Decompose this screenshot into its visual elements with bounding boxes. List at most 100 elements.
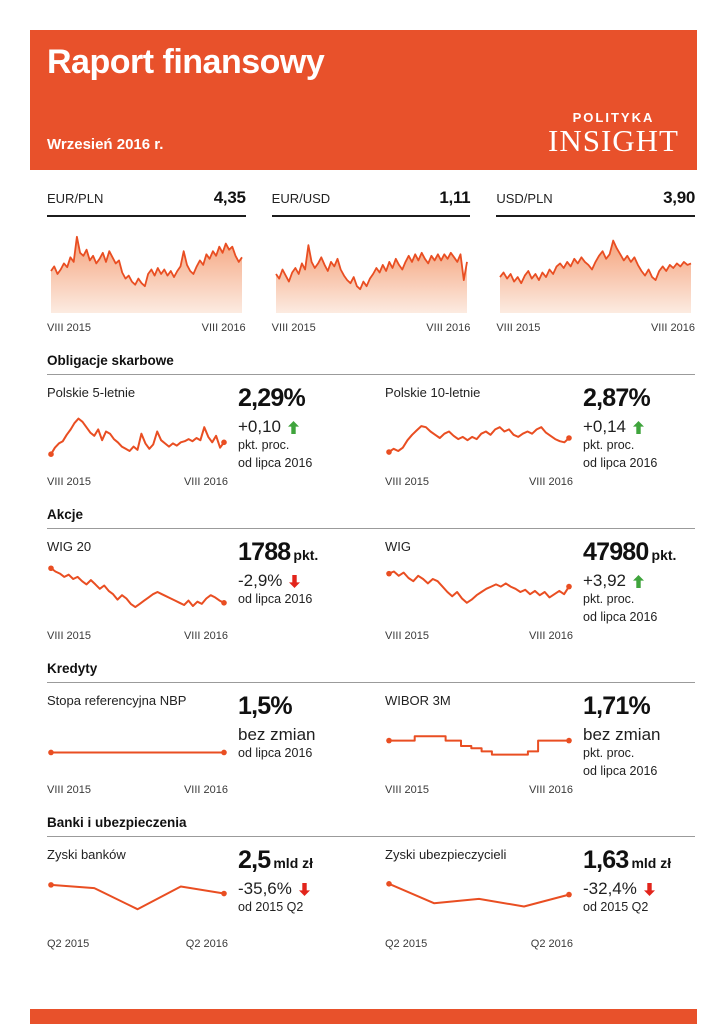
indicator-label: Stopa referencyjna NBP — [47, 693, 187, 708]
chart-date-range: VIII 2015 VIII 2016 — [385, 784, 573, 796]
date-end: VIII 2016 — [650, 322, 696, 334]
indicator-stats: 2,29% +0,10 pkt. proc. od lipca 2016 — [238, 375, 350, 488]
indicator-chart-area: Zyski ubezpieczycieli Q2 2015 Q2 2016 — [385, 837, 573, 950]
indicator-stats: 1,5% bez zmian od lipca 2016 — [238, 683, 350, 796]
indicator-value: 1,63 mld zł — [583, 846, 672, 874]
fx-row: EUR/PLN 4,35 VIII 2015 VIII 2016 EUR/USD… — [47, 188, 695, 334]
chart-date-range: VIII 2015 VIII 2016 — [47, 784, 228, 796]
line-chart — [47, 561, 228, 623]
indicator-row: WIG 20 VIII 2015 VIII 2016 1788 pkt. -2,9… — [47, 529, 695, 642]
indicator-value: 1,71% — [583, 692, 651, 720]
indicator-value: 2,87% — [583, 384, 651, 412]
indicator-polskie-5-letnie: Polskie 5-letnie VIII 2015 VIII 2016 2,2… — [47, 375, 350, 488]
date-start: VIII 2015 — [496, 322, 541, 334]
indicator-polskie-10-letnie: Polskie 10-letnie VIII 2015 VIII 2016 2,… — [385, 375, 695, 488]
indicator-wig: WIG VIII 2015 VIII 2016 47980 pkt. +3,92 … — [385, 529, 695, 642]
fx-value: 3,90 — [663, 188, 696, 207]
date-end: Q2 2016 — [185, 938, 228, 950]
indicator-value: 47980 pkt. — [583, 538, 677, 566]
indicator-value: 2,5 mld zł — [238, 846, 314, 874]
indicator-chart-area: Polskie 5-letnie VIII 2015 VIII 2016 — [47, 375, 228, 488]
value-unit: pkt. — [293, 547, 319, 563]
indicator-note: od lipca 2016 — [583, 609, 658, 624]
report-header: Raport finansowy Wrzesień 2016 r. POLITY… — [30, 30, 697, 170]
report-content: EUR/PLN 4,35 VIII 2015 VIII 2016 EUR/USD… — [47, 188, 695, 950]
indicator-zyski-ubezpieczycieli: Zyski ubezpieczycieli Q2 2015 Q2 2016 1,… — [385, 837, 695, 950]
date-start: VIII 2015 — [385, 784, 430, 796]
indicator-wibor-3m: WIBOR 3M VIII 2015 VIII 2016 1,71% bez z… — [385, 683, 695, 796]
logo-insight: INSIGHT — [548, 123, 679, 159]
value-unit: mld zł — [631, 855, 672, 871]
section-banki-i-ubezpieczenia: Banki i ubezpieczenia Zyski banków Q2 20… — [47, 815, 695, 950]
indicator-stats: 47980 pkt. +3,92 pkt. proc. od lipca 2016 — [583, 529, 695, 642]
indicator-stats: 1,63 mld zł -32,4% od 2015 Q2 — [583, 837, 695, 950]
trend-arrow-icon — [643, 882, 655, 896]
indicator-value: 1788 pkt. — [238, 538, 319, 566]
logo-polityka: POLITYKA — [572, 110, 655, 126]
indicator-chart-area: Polskie 10-letnie VIII 2015 VIII 2016 — [385, 375, 573, 488]
line-chart — [47, 407, 228, 469]
trend-arrow-icon — [633, 420, 645, 434]
indicator-label: WIG — [385, 539, 411, 554]
date-start: VIII 2015 — [385, 630, 430, 642]
indicator-note: od 2015 Q2 — [583, 900, 649, 914]
indicator-note: od lipca 2016 — [583, 763, 658, 778]
indicator-chart-area: WIG VIII 2015 VIII 2016 — [385, 529, 573, 642]
fx-head: EUR/USD 1,11 — [271, 188, 471, 217]
indicator-note: pkt. proc. — [583, 592, 635, 606]
indicator-delta: bez zmian — [238, 725, 316, 744]
fx-area-chart — [272, 229, 471, 313]
indicator-row: Stopa referencyjna NBP VIII 2015 VIII 20… — [47, 683, 695, 796]
section-kredyty: Kredyty Stopa referencyjna NBP VIII 2015… — [47, 661, 695, 796]
date-end: VIII 2016 — [183, 784, 228, 796]
date-end: VIII 2016 — [528, 476, 573, 488]
fx-value: 4,35 — [213, 188, 246, 207]
section-title: Kredyty — [47, 661, 695, 683]
fx-head: USD/PLN 3,90 — [496, 188, 695, 217]
trend-arrow-icon — [298, 882, 310, 896]
polityka-insight-logo: POLITYKA INSIGHT — [548, 110, 679, 158]
indicator-delta: bez zmian — [583, 725, 661, 744]
indicator-zyski-bankow: Zyski banków Q2 2015 Q2 2016 2,5 mld zł -… — [47, 837, 350, 950]
fx-value: 1,11 — [439, 188, 471, 207]
step-chart — [385, 715, 573, 777]
date-end: VIII 2016 — [528, 784, 573, 796]
chart-date-range: VIII 2015 VIII 2016 — [272, 322, 471, 334]
indicator-delta: -2,9% — [238, 571, 350, 591]
section-title: Obligacje skarbowe — [47, 353, 695, 375]
report-date: Wrzesień 2016 r. — [47, 136, 164, 153]
date-start: VIII 2015 — [47, 630, 92, 642]
chart-date-range: Q2 2015 Q2 2016 — [47, 938, 228, 950]
date-end: VIII 2016 — [201, 322, 246, 334]
fx-pair-label: EUR/PLN — [47, 191, 104, 206]
indicator-delta: +3,92 — [583, 571, 695, 591]
indicator-stopa-referencyjna-nbp: Stopa referencyjna NBP VIII 2015 VIII 20… — [47, 683, 350, 796]
chart-date-range: VIII 2015 VIII 2016 — [385, 630, 573, 642]
fx-card-usd-pln: USD/PLN 3,90 VIII 2015 VIII 2016 — [496, 188, 695, 334]
fx-area-chart — [47, 229, 246, 313]
date-end: VIII 2016 — [426, 322, 471, 334]
date-start: VIII 2015 — [47, 476, 92, 488]
date-end: Q2 2016 — [530, 938, 573, 950]
fx-pair-label: USD/PLN — [496, 191, 553, 206]
indicator-stats: 1,71% bez zmian pkt. proc. od lipca 2016 — [583, 683, 695, 796]
indicator-value: 2,29% — [238, 384, 306, 412]
indicator-delta: +0,10 — [238, 417, 350, 437]
value-unit: mld zł — [273, 855, 314, 871]
date-start: VIII 2015 — [47, 322, 92, 334]
indicator-note: od lipca 2016 — [238, 455, 313, 470]
date-end: VIII 2016 — [183, 476, 228, 488]
line-chart — [47, 869, 228, 931]
page-title: Raport finansowy — [47, 43, 325, 81]
indicator-row: Polskie 5-letnie VIII 2015 VIII 2016 2,2… — [47, 375, 695, 488]
value-unit: pkt. — [651, 547, 677, 563]
line-chart — [385, 869, 573, 931]
chart-date-range: VIII 2015 VIII 2016 — [47, 322, 246, 334]
section-akcje: Akcje WIG 20 VIII 2015 VIII 2016 1788 pkt… — [47, 507, 695, 642]
fx-card-eur-usd: EUR/USD 1,11 VIII 2015 VIII 2016 — [271, 188, 471, 334]
indicator-delta: -32,4% — [583, 879, 695, 899]
indicator-chart-area: Stopa referencyjna NBP VIII 2015 VIII 20… — [47, 683, 228, 796]
date-start: Q2 2015 — [385, 938, 428, 950]
indicator-value: 1,5% — [238, 692, 293, 720]
